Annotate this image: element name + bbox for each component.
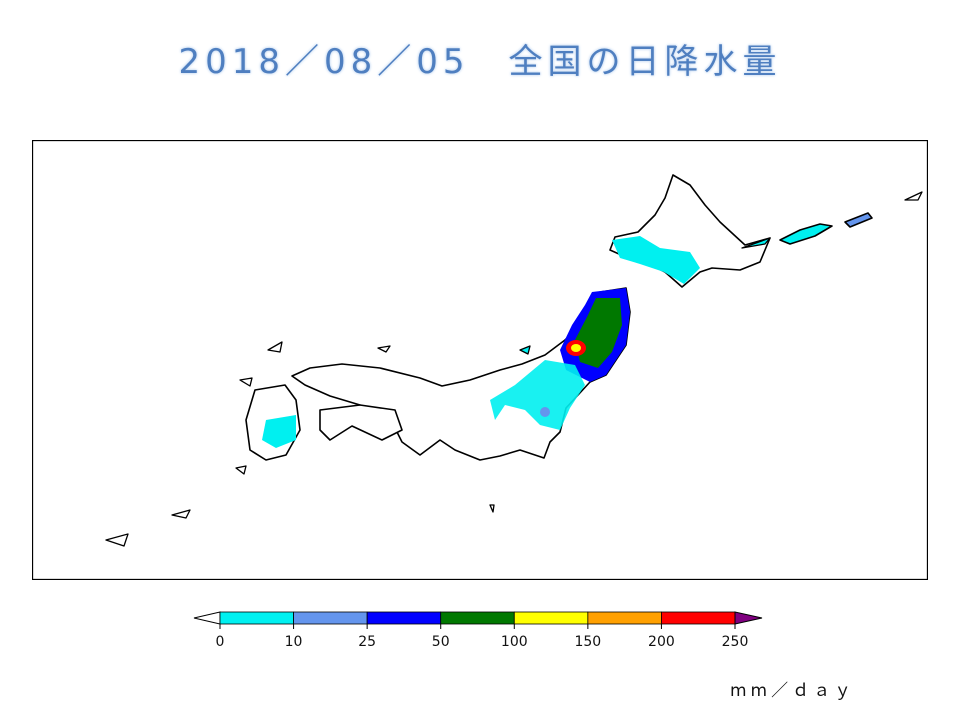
colorbar-segment (587, 611, 662, 625)
colorbar-tick-label: 50 (431, 634, 450, 650)
colorbar-tick-label: 100 (500, 634, 528, 650)
colorbar (193, 611, 763, 629)
colorbar-segment (219, 611, 294, 625)
colorbar-tick-label: 25 (358, 634, 377, 650)
colorbar-segment (661, 611, 736, 625)
precipitation-map (32, 140, 928, 580)
units-label: mm／ｄａｙ (730, 681, 856, 701)
colorbar-segment (440, 611, 515, 625)
colorbar-segment (366, 611, 442, 625)
colorbar-over-arrow (734, 611, 763, 625)
shikoku (319, 404, 403, 441)
map-title: 2018／08／05 全国の日降水量 (178, 42, 782, 82)
colorbar-under-arrow (193, 611, 221, 625)
colorbar-segment (513, 611, 589, 625)
colorbar-tick-label: 10 (284, 634, 303, 650)
colorbar-tick-label: 150 (574, 634, 602, 650)
colorbar-segment (293, 611, 368, 625)
colorbar-tick-label: 250 (721, 634, 749, 650)
colorbar-tick-label: 200 (648, 634, 675, 650)
colorbar-tick-label: 0 (215, 634, 225, 650)
